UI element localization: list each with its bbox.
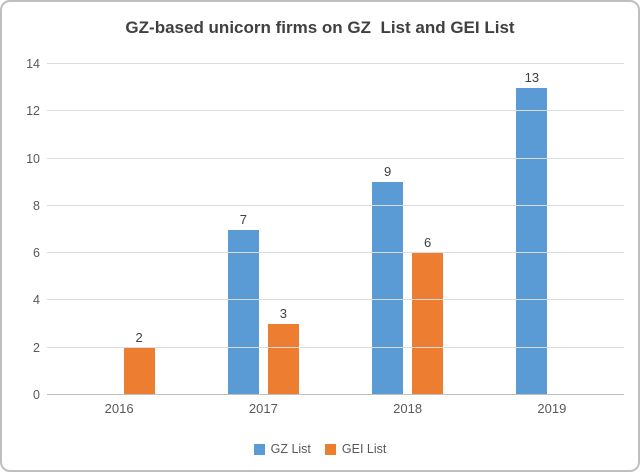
bar-gz-list-2018: 9 xyxy=(372,164,404,395)
y-tick-label-4: 4 xyxy=(33,293,40,308)
legend-item-gz-list: GZ List xyxy=(253,442,311,456)
data-label-gz-list-2018: 9 xyxy=(384,164,392,180)
data-label-gei-list-2018: 6 xyxy=(424,235,432,251)
bar-gz-list-2017: 7 xyxy=(227,212,259,395)
y-tick-label-6: 6 xyxy=(33,246,40,261)
data-label-gei-list-2016: 2 xyxy=(135,329,143,345)
legend-swatch-icon-gz-list xyxy=(253,443,265,455)
x-tick-label-2018: 2018 xyxy=(393,401,423,416)
x-tick-label-2017: 2017 xyxy=(248,401,278,416)
data-label-gz-list-2017: 7 xyxy=(239,211,247,227)
bar-groups: 2 7 3 9 6 13 xyxy=(47,64,624,395)
gridline-6 xyxy=(47,252,624,254)
y-tick-label-8: 8 xyxy=(33,198,40,213)
gridline-4 xyxy=(47,299,624,301)
bar-gei-list-2017: 3 xyxy=(267,306,299,395)
x-axis-line xyxy=(47,394,624,395)
gridline-8 xyxy=(47,204,624,206)
bar-group-2016: 2 xyxy=(47,64,191,395)
legend: GZ List GEI List xyxy=(2,442,638,456)
bar-gei-list-2018: 6 xyxy=(412,235,444,395)
bar-gz-list-2019: 13 xyxy=(516,70,548,395)
y-tick-label-2: 2 xyxy=(33,340,40,355)
y-tick-label-0: 0 xyxy=(33,388,40,402)
gridline-14 xyxy=(47,63,624,64)
bar-gei-list-2016: 2 xyxy=(123,330,155,395)
y-tick-label-10: 10 xyxy=(26,151,40,166)
data-label-gei-list-2017: 3 xyxy=(279,306,287,322)
plot-area: 2 7 3 9 6 13 xyxy=(47,63,624,395)
x-tick-label-2019: 2019 xyxy=(537,401,567,416)
x-tick-label-2016: 2016 xyxy=(104,401,134,416)
y-tick-label-14: 14 xyxy=(26,57,40,71)
data-label-gz-list-2019: 13 xyxy=(524,69,540,85)
legend-item-gei-list: GEI List xyxy=(324,442,387,456)
y-axis: 0 2 4 6 8 10 12 14 xyxy=(2,57,40,402)
legend-swatch-icon-gei-list xyxy=(324,443,336,455)
gridline-2 xyxy=(47,346,624,348)
legend-label-gz-list: GZ List xyxy=(270,442,311,456)
y-tick-label-12: 12 xyxy=(26,104,40,119)
gridline-12 xyxy=(47,110,624,112)
legend-label-gei-list: GEI List xyxy=(341,442,387,456)
chart-title: GZ-based unicorn firms on GZ List and GE… xyxy=(125,18,515,37)
gridline-10 xyxy=(47,157,624,159)
x-axis: 2016 2017 2018 2019 xyxy=(47,401,624,416)
bar-group-2019: 13 xyxy=(480,64,624,395)
